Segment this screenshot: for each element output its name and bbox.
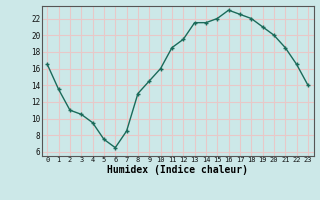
X-axis label: Humidex (Indice chaleur): Humidex (Indice chaleur): [107, 165, 248, 175]
